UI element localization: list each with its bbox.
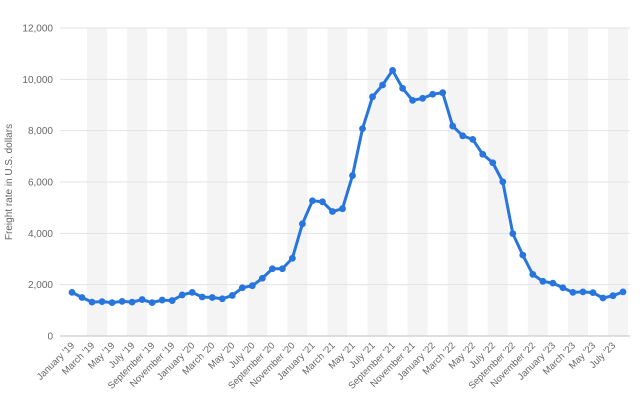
data-point bbox=[499, 178, 507, 186]
data-point bbox=[68, 288, 76, 296]
data-point bbox=[208, 294, 216, 301]
data-point bbox=[489, 159, 497, 167]
y-tick-label: 8,000 bbox=[28, 126, 53, 137]
data-point bbox=[359, 125, 366, 133]
y-tick-label: 2,000 bbox=[28, 280, 53, 291]
data-point bbox=[439, 89, 447, 97]
data-point bbox=[559, 284, 567, 292]
data-point bbox=[569, 288, 577, 296]
data-point bbox=[479, 150, 487, 158]
y-tick-label: 0 bbox=[47, 332, 53, 343]
data-point bbox=[369, 93, 376, 101]
data-point bbox=[619, 288, 627, 296]
data-point bbox=[429, 90, 437, 98]
data-point bbox=[389, 66, 396, 74]
data-point bbox=[399, 84, 406, 92]
data-point bbox=[98, 298, 106, 306]
data-point bbox=[509, 230, 517, 237]
data-point bbox=[78, 294, 86, 301]
data-point bbox=[379, 81, 386, 89]
data-point bbox=[148, 299, 156, 307]
data-point bbox=[88, 298, 96, 306]
data-point bbox=[309, 197, 316, 205]
data-point bbox=[238, 284, 246, 292]
data-point bbox=[228, 292, 236, 299]
data-point bbox=[599, 294, 607, 302]
series-group bbox=[68, 66, 627, 307]
data-point bbox=[138, 296, 146, 303]
data-point bbox=[158, 296, 166, 304]
y-tick-label: 12,000 bbox=[22, 24, 53, 35]
y-tick-label: 6,000 bbox=[28, 178, 53, 189]
data-point bbox=[299, 220, 306, 228]
data-point bbox=[419, 94, 427, 102]
grid-lines bbox=[60, 27, 630, 337]
data-point bbox=[178, 291, 186, 299]
data-point bbox=[589, 289, 597, 297]
y-tick-label: 4,000 bbox=[28, 229, 53, 240]
data-point bbox=[469, 135, 477, 143]
data-point bbox=[519, 251, 527, 259]
data-point bbox=[118, 297, 126, 305]
data-point bbox=[188, 288, 196, 296]
data-point bbox=[449, 122, 457, 130]
data-point bbox=[539, 277, 547, 285]
data-point bbox=[329, 208, 336, 215]
data-point bbox=[128, 298, 136, 306]
data-point bbox=[609, 292, 617, 300]
y-axis-ticks: 0 2,000 4,000 6,000 8,000 10,000 12,000 bbox=[22, 24, 53, 343]
data-point bbox=[168, 297, 176, 304]
data-point bbox=[409, 96, 417, 104]
data-point bbox=[108, 299, 116, 307]
data-point bbox=[339, 205, 346, 213]
data-point bbox=[268, 265, 276, 273]
data-point bbox=[459, 132, 467, 140]
data-point bbox=[198, 293, 206, 301]
data-point bbox=[278, 265, 286, 273]
data-point bbox=[529, 271, 537, 278]
data-point bbox=[319, 198, 326, 206]
data-point bbox=[258, 274, 266, 282]
data-point bbox=[248, 282, 256, 290]
data-point bbox=[289, 254, 296, 262]
data-point bbox=[549, 279, 557, 287]
data-point bbox=[579, 288, 587, 296]
data-point bbox=[349, 172, 356, 179]
data-point bbox=[218, 295, 226, 303]
y-tick-label: 10,000 bbox=[22, 75, 53, 86]
y-axis-title: Freight rate in U.S. dollars bbox=[4, 124, 15, 240]
